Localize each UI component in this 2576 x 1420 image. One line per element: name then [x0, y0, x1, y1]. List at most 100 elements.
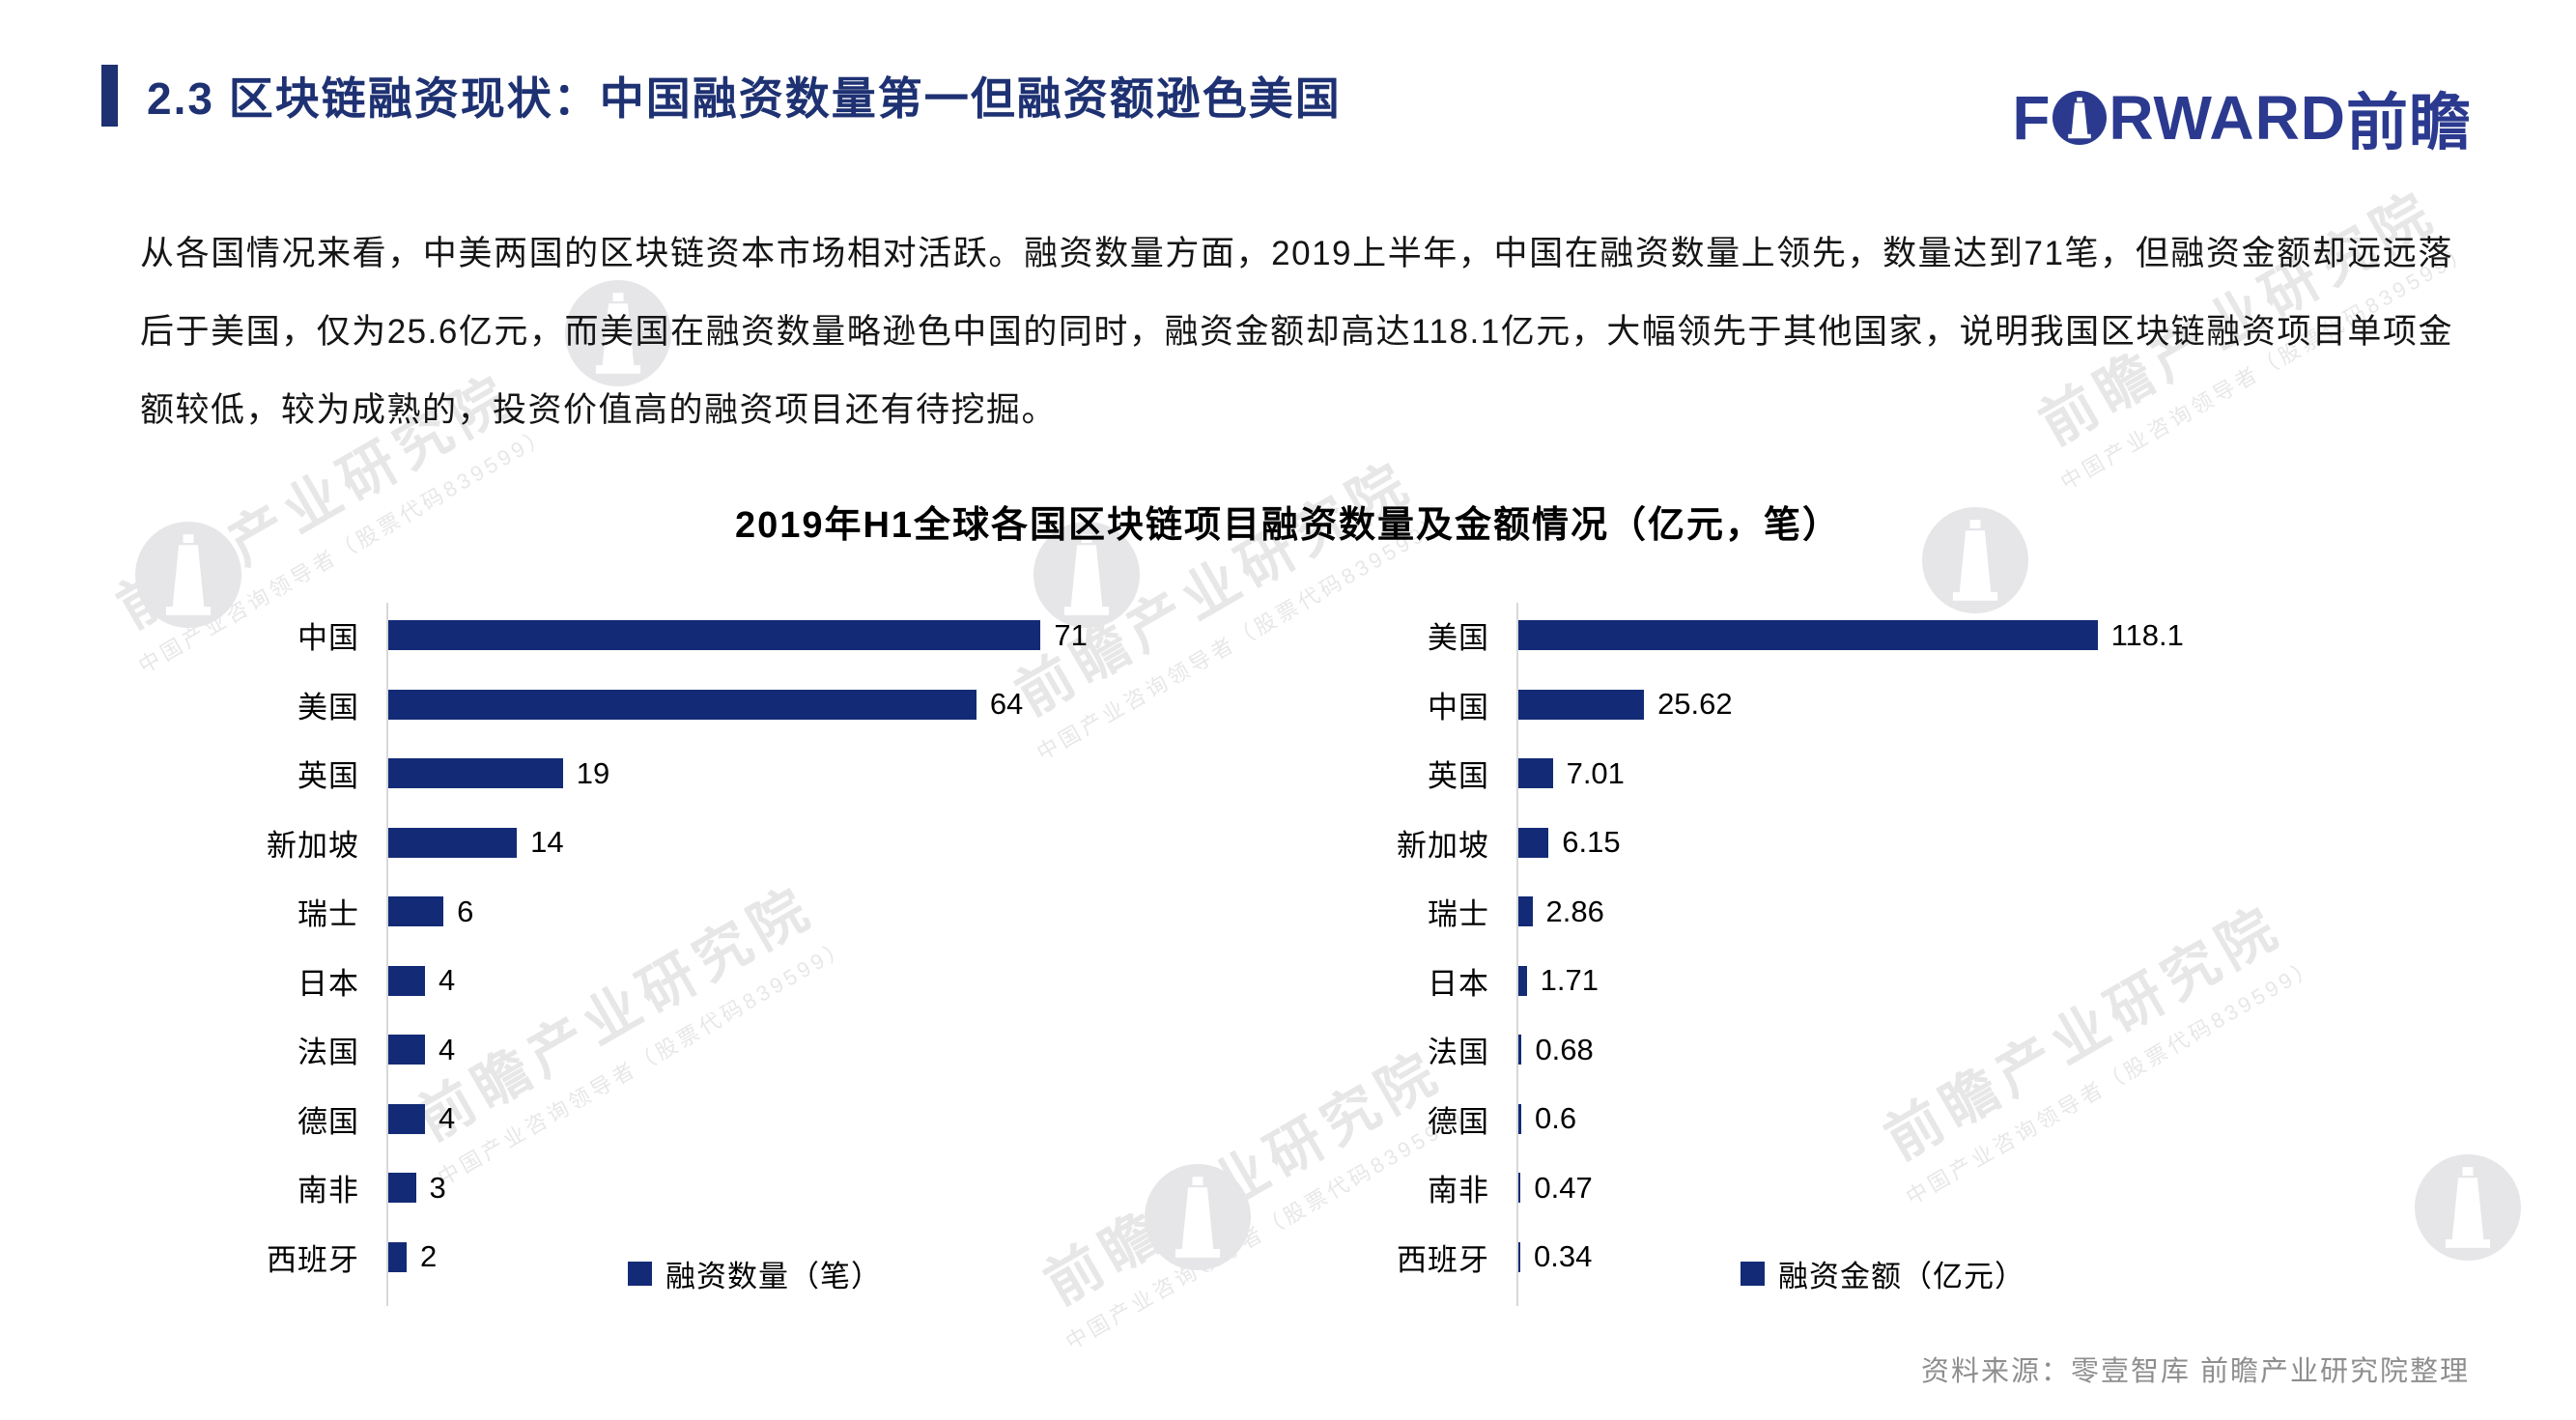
chart-row: 英国 19	[145, 739, 1270, 809]
bar	[388, 1035, 426, 1065]
chart-title: 2019年H1全球各国区块链项目融资数量及金额情况（亿元，笔）	[734, 505, 1842, 546]
chart-row: 西班牙 2	[145, 1223, 1270, 1292]
funding-amount-legend: 融资金额（亿元）	[1741, 1252, 2025, 1295]
category-label: 美国	[297, 690, 359, 724]
bar	[1518, 896, 1533, 927]
logo-cn: 前瞻	[2346, 88, 2472, 157]
chart-row: 日本 4	[145, 947, 1270, 1016]
chart-row: 南非 3	[145, 1153, 1270, 1223]
chart-row: 日本 1.71	[1275, 947, 2477, 1016]
chart-row: 中国 71	[145, 601, 1270, 670]
value-label: 4	[439, 963, 456, 998]
legend-swatch	[1741, 1262, 1765, 1286]
value-label: 3	[429, 1170, 446, 1205]
header: 2.3 区块链融资现状：中国融资数量第一但融资额逊色美国	[101, 64, 1342, 128]
category-label: 德国	[1428, 1104, 1489, 1139]
bar	[1518, 827, 1549, 858]
y-axis-line	[386, 603, 388, 1306]
value-label: 0.68	[1535, 1032, 1594, 1066]
chart-row: 中国 25.62	[1275, 670, 2477, 740]
value-label: 4	[439, 1101, 456, 1136]
value-label: 2	[420, 1239, 438, 1274]
value-label: 25.62	[1657, 687, 1733, 722]
category-label: 瑞士	[297, 897, 359, 932]
category-label: 南非	[297, 1174, 359, 1208]
body-paragraph: 从各国情况来看，中美两国的区块链资本市场相对活跃。融资数量方面，2019上半年，…	[140, 235, 2453, 429]
value-label: 6.15	[1562, 825, 1621, 860]
bar	[388, 689, 977, 720]
chart-row: 新加坡 14	[145, 809, 1270, 878]
chart-row: 美国 118.1	[1275, 601, 2477, 670]
category-label: 英国	[297, 759, 359, 794]
value-label: 64	[989, 687, 1024, 722]
value-label: 71	[1054, 617, 1088, 652]
category-label: 日本	[297, 966, 359, 1001]
value-label: 6	[457, 894, 474, 928]
chart-row: 新加坡 6.15	[1275, 809, 2477, 878]
chart-row: 法国 4	[145, 1015, 1270, 1085]
category-label: 瑞士	[1428, 897, 1489, 932]
chart-row: 德国 0.6	[1275, 1085, 2477, 1154]
bar	[1518, 620, 2098, 651]
bar	[388, 965, 426, 996]
logo-latin-suffix: RWARD	[2109, 83, 2346, 153]
forward-logo: F RWARD 前瞻	[2012, 73, 2472, 162]
chart-row: 瑞士 6	[145, 877, 1270, 947]
bar-rows: 美国 118.1 中国 25.62 英国 7.01 新加坡 6.15 瑞士 2.86 日本 1.71 法…	[1275, 601, 2477, 1292]
source-note: 资料来源：零壹智库 前瞻产业研究院整理	[1920, 1356, 2470, 1387]
category-label: 日本	[1428, 966, 1489, 1001]
category-label: 南非	[1428, 1174, 1489, 1208]
value-label: 0.34	[1534, 1239, 1593, 1274]
category-label: 美国	[1428, 621, 1489, 656]
bar	[1518, 1241, 1520, 1272]
chart-row: 西班牙 0.34	[1275, 1223, 2477, 1292]
category-label: 新加坡	[1397, 828, 1489, 863]
value-label: 7.01	[1566, 755, 1625, 790]
chart-row: 德国 4	[145, 1085, 1270, 1154]
value-label: 0.47	[1534, 1170, 1593, 1205]
funding-amount-chart: 美国 118.1 中国 25.62 英国 7.01 新加坡 6.15 瑞士 2.86 日本 1.71 法…	[1275, 601, 2477, 1321]
category-label: 中国	[1428, 690, 1489, 724]
bar	[388, 1103, 426, 1134]
bar-rows: 中国 71 美国 64 英国 19 新加坡 14 瑞士 6 日本 4 法国 4 德国 4 南非 3 西班牙 2	[145, 601, 1270, 1292]
chart-row: 南非 0.47	[1275, 1153, 2477, 1223]
logo-latin-prefix: F	[2012, 83, 2052, 153]
bar	[1518, 965, 1527, 996]
bar	[388, 1173, 416, 1204]
lighthouse-icon	[2052, 91, 2108, 145]
funding-count-chart: 中国 71 美国 64 英国 19 新加坡 14 瑞士 6 日本 4 法国 4 德国 4 南非 3 西班牙 2 融资数…	[145, 601, 1270, 1321]
legend-label: 融资数量（笔）	[665, 1260, 882, 1293]
bar	[388, 1241, 408, 1272]
category-label: 德国	[297, 1104, 359, 1139]
value-label: 0.6	[1535, 1101, 1577, 1136]
chart-row: 瑞士 2.86	[1275, 877, 2477, 947]
category-label: 法国	[1428, 1036, 1489, 1070]
bar	[388, 758, 563, 789]
bar	[1518, 1035, 1522, 1065]
legend-label: 融资金额（亿元）	[1778, 1260, 2025, 1293]
category-label: 英国	[1428, 759, 1489, 794]
value-label: 4	[439, 1032, 456, 1066]
bar	[388, 620, 1041, 651]
bar	[388, 827, 518, 858]
value-label: 2.86	[1545, 894, 1604, 928]
legend-swatch	[628, 1262, 652, 1286]
funding-count-legend: 融资数量（笔）	[628, 1252, 882, 1295]
page-title: 2.3 区块链融资现状：中国融资数量第一但融资额逊色美国	[147, 73, 1342, 124]
title-accent-bar	[101, 65, 118, 127]
category-label: 法国	[297, 1036, 359, 1070]
value-label: 118.1	[2110, 617, 2184, 652]
chart-row: 美国 64	[145, 670, 1270, 740]
y-axis-line	[1516, 603, 1518, 1306]
bar	[1518, 758, 1553, 789]
value-label: 19	[576, 755, 610, 790]
bar	[1518, 1173, 1521, 1204]
value-label: 1.71	[1540, 963, 1599, 998]
bar	[388, 896, 444, 927]
value-label: 14	[530, 825, 564, 860]
category-label: 西班牙	[267, 1242, 359, 1277]
category-label: 中国	[297, 621, 359, 656]
bar	[1518, 1103, 1522, 1134]
category-label: 西班牙	[1397, 1242, 1489, 1277]
